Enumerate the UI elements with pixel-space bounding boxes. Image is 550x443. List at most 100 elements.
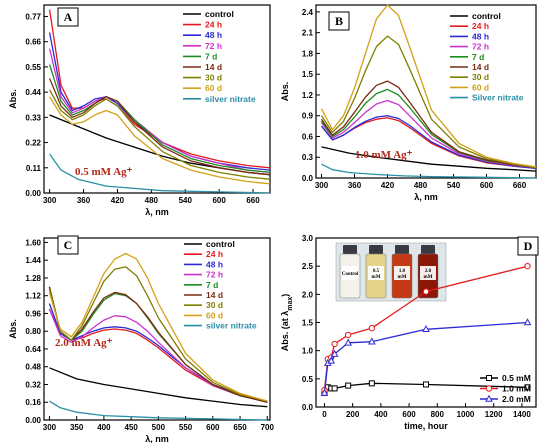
data-point (330, 349, 339, 357)
panel-label-box (57, 235, 79, 255)
series-line-5 (48, 78, 271, 176)
y-tick-label: 0.0 (302, 403, 314, 412)
series-line-6 (48, 266, 268, 402)
legend-label: 60 d (206, 310, 223, 320)
legend-label: Silver nitrate (472, 93, 524, 103)
legend-label: 7 d (206, 280, 218, 290)
series-line-4 (320, 88, 537, 169)
legend-label: 48 h (472, 31, 489, 41)
series-line-8 (49, 400, 268, 421)
x-tick-label: 360 (77, 196, 91, 205)
x-axis-label: λ, nm (145, 207, 169, 217)
series-line-6 (320, 35, 537, 169)
x-tick-label: 500 (152, 423, 166, 432)
legend-label: 24 h (472, 21, 489, 31)
y-tick-label: 0.66 (25, 38, 41, 47)
x-tick-label: 400 (97, 423, 111, 432)
legend-label: 48 h (205, 30, 222, 40)
x-axis-label: λ, nm (414, 192, 438, 202)
y-axis-label: Abs. (at λmax) (280, 294, 294, 352)
data-point (331, 340, 338, 348)
y-tick-label: 3.0 (302, 234, 314, 243)
y-tick-label: 0.44 (25, 88, 41, 97)
x-tick-label: 480 (414, 181, 428, 190)
x-tick-label: 420 (381, 181, 395, 190)
chart-panel-D: 0 200 400 600 800 1000 1200 1400 0.0 0.5 1.0 1.5 2.0… (280, 234, 539, 431)
series-line-7 (320, 4, 537, 168)
series-line-3 (320, 99, 537, 169)
x-tick-label: 700 (261, 423, 275, 432)
chart-panel-A: 300 360 420 480 540 600 660 0.00 0.11 0.22 0.33 0.4… (8, 4, 271, 217)
x-tick-label: 1000 (457, 410, 475, 419)
legend-label: 14 d (205, 62, 222, 72)
data-point (368, 324, 376, 332)
vial-tag (368, 266, 384, 280)
legend-label: 60 d (205, 83, 222, 93)
y-tick-label: 0.80 (25, 327, 41, 336)
panel-label-box (517, 236, 539, 256)
plot-frame (43, 4, 271, 194)
y-tick-label: 1.8 (302, 49, 314, 58)
x-tick-label: 800 (431, 410, 445, 419)
x-tick-label: 600 (402, 410, 416, 419)
vial-cap (395, 245, 409, 254)
vial-label: 2.0 (425, 269, 432, 274)
series-line-2 (320, 115, 537, 169)
y-tick-label: 0.11 (26, 164, 42, 173)
y-tick-label: 1.44 (25, 256, 41, 265)
x-tick-label: 650 (233, 423, 247, 432)
x-tick-label: 360 (348, 181, 362, 190)
concentration-annotation: 0.5 mM Ag⁺ (75, 166, 133, 178)
x-tick-label: 540 (447, 181, 461, 190)
vial-tag (342, 266, 358, 280)
x-tick-label: 600 (480, 181, 494, 190)
data-point (423, 381, 429, 388)
data-point (524, 384, 531, 391)
data-point (344, 338, 352, 346)
series-line-7 (49, 96, 271, 185)
legend-marker (485, 385, 493, 392)
x-tick-label: 300 (315, 181, 329, 190)
legend-label: 24 h (206, 249, 223, 259)
legend-label: 30 d (472, 72, 489, 82)
y-tick-label: 2.0 (302, 290, 314, 299)
legend-label: 60 d (472, 82, 489, 92)
concentration-annotation: 2.0 mM Ag⁺ (55, 337, 113, 349)
vial-label: mM (424, 275, 433, 280)
x-tick-label: 660 (246, 196, 260, 205)
x-tick-label: 420 (111, 196, 125, 205)
y-axis-label: Abs. (8, 319, 18, 339)
legend-label: 72 h (205, 41, 222, 51)
vial-cap (421, 245, 435, 254)
y-tick-label: 0.5 (302, 375, 314, 384)
legend-label: 2.0 mM (502, 394, 531, 404)
x-tick-label: 480 (145, 196, 159, 205)
plot-frame (43, 237, 271, 421)
legend-label: control (206, 239, 235, 249)
data-point (368, 337, 376, 345)
y-axis-label: Abs. (8, 89, 18, 109)
x-tick-label: 540 (179, 196, 193, 205)
data-point (524, 262, 531, 270)
vial-label: Control (342, 272, 359, 277)
legend-label: 72 h (206, 270, 223, 280)
vial-label: mM (372, 275, 381, 280)
legend-label: 1.0 mM (502, 384, 531, 394)
vial-label: 0.5 (373, 269, 380, 274)
y-tick-label: 1.28 (25, 274, 41, 283)
series-line-0 (49, 367, 268, 408)
x-tick-label: 200 (346, 410, 360, 419)
legend-marker (485, 394, 493, 402)
legend-label: 7 d (205, 51, 217, 61)
data-point (344, 331, 352, 339)
x-tick-label: 1200 (485, 410, 503, 419)
y-tick-label: 0.0 (302, 174, 314, 183)
vial-cap (369, 245, 383, 254)
legend-label: 30 d (205, 73, 222, 83)
y-tick-label: 0.96 (25, 309, 41, 318)
legend-label: 30 d (206, 300, 223, 310)
y-tick-label: 0.55 (25, 63, 41, 72)
panel-label: D (524, 239, 533, 253)
data-point (422, 325, 430, 333)
vial-label: 1.0 (399, 269, 406, 274)
